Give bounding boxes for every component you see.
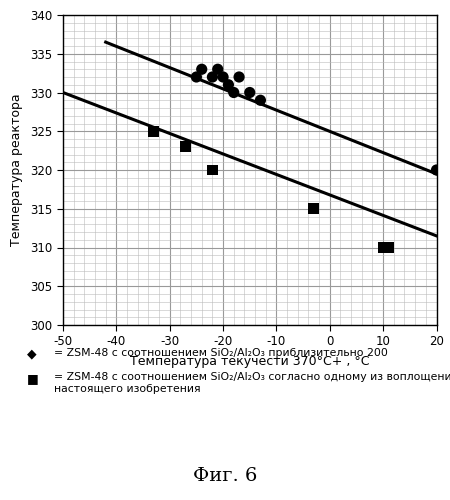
Point — [209, 166, 216, 174]
Point — [182, 143, 189, 151]
Text: ■: ■ — [27, 372, 39, 386]
Point — [193, 73, 200, 81]
Text: ◆: ◆ — [27, 348, 36, 360]
Point — [310, 205, 317, 213]
Point — [246, 88, 253, 96]
Point — [235, 73, 243, 81]
Point — [214, 65, 221, 73]
Point — [220, 73, 227, 81]
Point — [150, 127, 158, 135]
Point — [385, 244, 392, 252]
X-axis label: Температура текучести 370°C+ , °C: Температура текучести 370°C+ , °C — [130, 356, 369, 368]
Text: = ZSM-48 с соотношением SiO₂/Al₂O₃ согласно одному из воплощений
настоящего изоб: = ZSM-48 с соотношением SiO₂/Al₂O₃ согла… — [54, 372, 450, 394]
Point — [198, 65, 205, 73]
Point — [433, 166, 440, 174]
Text: = ZSM-48 с соотношением SiO₂/Al₂O₃ приблизительно 200: = ZSM-48 с соотношением SiO₂/Al₂O₃ прибл… — [54, 348, 388, 358]
Point — [209, 73, 216, 81]
Point — [379, 244, 387, 252]
Y-axis label: Температура реактора: Температура реактора — [10, 94, 23, 246]
Point — [257, 96, 264, 104]
Text: Фиг. 6: Фиг. 6 — [193, 467, 257, 485]
Point — [230, 88, 237, 96]
Point — [225, 80, 232, 89]
